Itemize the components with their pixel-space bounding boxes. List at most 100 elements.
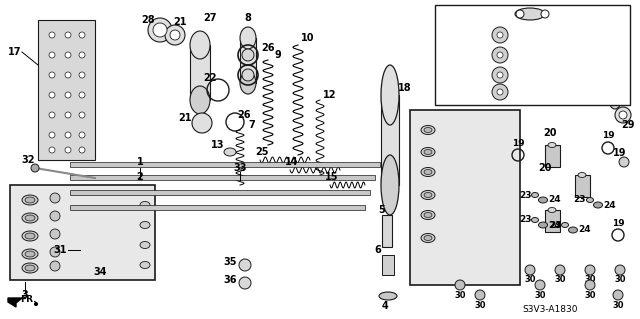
Text: 30: 30	[474, 300, 486, 309]
Ellipse shape	[538, 222, 547, 228]
Circle shape	[192, 113, 212, 133]
Circle shape	[49, 147, 55, 153]
Circle shape	[585, 265, 595, 275]
Text: 19: 19	[512, 138, 524, 147]
Text: 18: 18	[398, 83, 412, 93]
Text: 3: 3	[22, 290, 28, 300]
Ellipse shape	[224, 148, 236, 156]
Ellipse shape	[381, 155, 399, 215]
Text: 27: 27	[204, 13, 217, 23]
Circle shape	[49, 52, 55, 58]
Text: 24: 24	[604, 201, 616, 210]
Text: 7: 7	[579, 83, 586, 93]
Text: 21: 21	[173, 17, 187, 27]
Text: 15: 15	[325, 172, 339, 182]
Circle shape	[242, 49, 254, 61]
Circle shape	[619, 157, 629, 167]
Circle shape	[615, 107, 631, 123]
Circle shape	[242, 69, 254, 81]
Ellipse shape	[25, 233, 35, 239]
Circle shape	[497, 32, 503, 38]
Ellipse shape	[421, 125, 435, 135]
Text: 1: 1	[136, 157, 143, 167]
Circle shape	[65, 132, 71, 138]
Text: FR.: FR.	[20, 295, 36, 305]
Text: 6: 6	[374, 245, 381, 255]
Ellipse shape	[578, 173, 586, 177]
Circle shape	[525, 265, 535, 275]
Ellipse shape	[531, 192, 538, 197]
Text: 19: 19	[602, 131, 614, 140]
Text: 30: 30	[614, 276, 626, 285]
Circle shape	[50, 229, 60, 239]
Ellipse shape	[586, 197, 593, 203]
Circle shape	[492, 84, 508, 100]
Ellipse shape	[140, 262, 150, 269]
Ellipse shape	[25, 197, 35, 203]
Text: 4: 4	[381, 301, 388, 311]
Circle shape	[50, 193, 60, 203]
Circle shape	[585, 280, 595, 290]
Text: 14: 14	[285, 157, 299, 167]
Ellipse shape	[531, 218, 538, 222]
Ellipse shape	[609, 91, 621, 109]
Circle shape	[619, 111, 627, 119]
Circle shape	[541, 10, 549, 18]
Circle shape	[535, 280, 545, 290]
Ellipse shape	[548, 143, 556, 147]
Polygon shape	[10, 185, 155, 280]
Circle shape	[615, 265, 625, 275]
Circle shape	[546, 66, 564, 84]
Ellipse shape	[421, 190, 435, 199]
Ellipse shape	[548, 207, 556, 212]
Circle shape	[239, 259, 251, 271]
Bar	[70, 175, 375, 180]
Circle shape	[492, 27, 508, 43]
Text: 30: 30	[534, 291, 546, 300]
Text: 10: 10	[301, 33, 315, 43]
Ellipse shape	[538, 197, 547, 203]
Text: 11: 11	[563, 80, 577, 90]
Ellipse shape	[240, 72, 256, 94]
Circle shape	[497, 52, 503, 58]
Bar	[70, 205, 365, 210]
Circle shape	[35, 302, 38, 306]
Ellipse shape	[424, 128, 432, 132]
Text: 12: 12	[323, 90, 337, 100]
Ellipse shape	[25, 251, 35, 257]
Text: 33: 33	[233, 163, 247, 173]
Text: 21: 21	[179, 113, 192, 123]
Text: 26: 26	[261, 43, 275, 53]
Bar	[70, 162, 380, 167]
Bar	[381, 95, 399, 185]
Circle shape	[79, 32, 85, 38]
Ellipse shape	[140, 241, 150, 249]
Circle shape	[65, 147, 71, 153]
Text: 20: 20	[538, 163, 552, 173]
Circle shape	[239, 277, 251, 289]
Text: 32: 32	[21, 155, 35, 165]
Circle shape	[497, 72, 503, 78]
Text: 28: 28	[141, 15, 155, 25]
Bar	[545, 145, 560, 167]
Circle shape	[492, 47, 508, 63]
Ellipse shape	[424, 212, 432, 218]
Text: 26: 26	[553, 60, 567, 70]
Text: 23: 23	[519, 216, 531, 225]
Circle shape	[31, 164, 39, 172]
Circle shape	[555, 265, 565, 275]
Text: 19: 19	[613, 148, 627, 158]
Text: 7: 7	[248, 120, 255, 130]
Text: 23: 23	[519, 190, 531, 199]
Text: 29: 29	[621, 120, 635, 130]
Ellipse shape	[140, 202, 150, 209]
Bar	[70, 190, 370, 195]
Ellipse shape	[22, 249, 38, 259]
Ellipse shape	[568, 227, 577, 233]
Circle shape	[50, 247, 60, 257]
Bar	[382, 255, 394, 275]
Text: 20: 20	[543, 128, 557, 138]
Ellipse shape	[424, 235, 432, 241]
Ellipse shape	[424, 150, 432, 154]
Text: 35: 35	[223, 257, 237, 267]
